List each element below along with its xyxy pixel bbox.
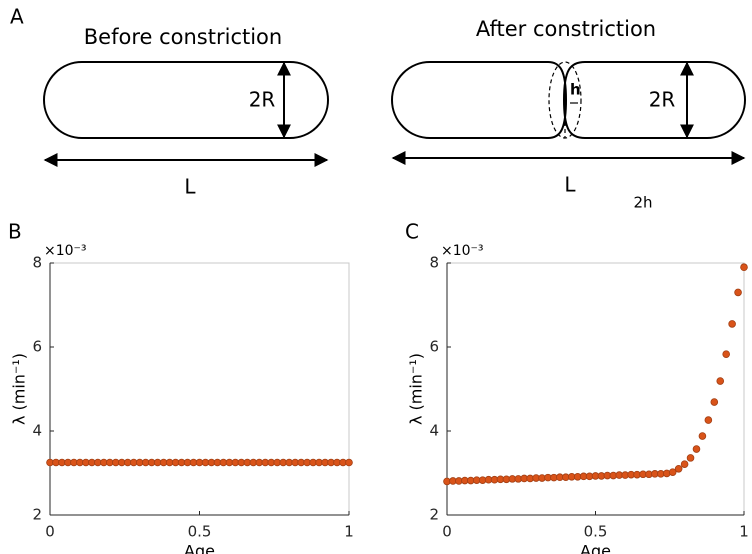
y-tick-label: 6 — [32, 338, 42, 356]
x-tick-label: 1 — [344, 523, 354, 541]
point — [722, 350, 730, 358]
y-tick-label: 4 — [32, 422, 42, 440]
x-tick-label: 0.5 — [188, 523, 212, 541]
x-tick-label: 0 — [45, 523, 55, 541]
length-label: L — [564, 173, 576, 197]
point — [704, 416, 713, 424]
point — [734, 288, 742, 297]
cell-before — [43, 61, 329, 139]
radius-label: 2R — [649, 88, 676, 112]
axis-multiplier: ×10⁻³ — [44, 243, 87, 259]
x-tick-label: 0.5 — [584, 523, 608, 541]
point — [698, 432, 707, 440]
point — [740, 263, 748, 272]
diagram-title: After constriction — [476, 17, 656, 41]
y-tick-label: 4 — [429, 422, 439, 440]
y-tick-label: 2 — [429, 506, 439, 524]
x-tick-label: 1 — [739, 523, 749, 541]
point — [710, 398, 719, 406]
panel-label: A — [10, 5, 24, 29]
panel-label: C — [405, 220, 419, 244]
cell-half — [562, 61, 746, 139]
y-axis-label: λ (min⁻¹) — [10, 353, 29, 425]
axis-multiplier: ×10⁻³ — [441, 243, 484, 259]
x-axis-label: Age — [184, 542, 215, 554]
neck-width-label: 2h — [633, 194, 652, 212]
panel-label: B — [8, 220, 22, 244]
point — [728, 320, 736, 328]
point — [674, 464, 683, 473]
x-axis-label: Age — [580, 542, 611, 554]
x-tick-label: 0 — [442, 523, 452, 541]
y-tick-label: 8 — [32, 254, 42, 272]
cell-half — [391, 61, 568, 139]
point — [686, 454, 695, 462]
point — [345, 458, 353, 467]
length-label: L — [184, 175, 196, 199]
y-axis-label: λ (min⁻¹) — [407, 353, 426, 425]
diagram-title: Before constriction — [84, 25, 282, 49]
point — [680, 460, 689, 468]
point — [668, 468, 677, 476]
y-tick-label: 6 — [429, 338, 439, 356]
point — [716, 377, 725, 385]
radius-label: 2R — [249, 88, 276, 112]
neck-label: h — [570, 81, 581, 99]
axes-box — [49, 262, 350, 516]
y-tick-label: 8 — [429, 254, 439, 272]
y-tick-label: 2 — [32, 506, 42, 524]
diagram: A Before constriction 2R L After constri… — [10, 5, 746, 212]
point — [692, 445, 701, 453]
